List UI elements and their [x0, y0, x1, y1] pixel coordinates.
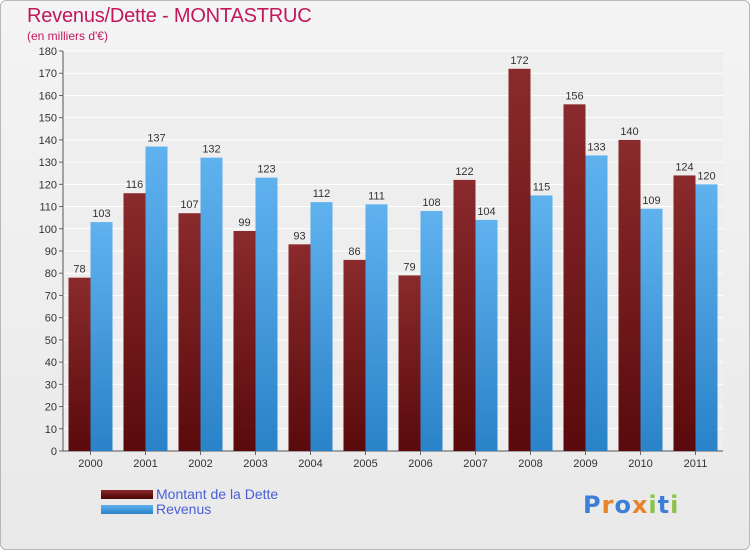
y-tick-label: 70: [45, 290, 57, 302]
x-tick-label: 2007: [463, 458, 487, 470]
y-tick-label: 10: [45, 424, 57, 436]
x-tick-label: 2011: [684, 458, 708, 470]
bar-dette: [618, 139, 641, 451]
bar-dette: [178, 213, 201, 451]
bar-revenus: [420, 211, 443, 451]
logo-letter: P: [583, 491, 602, 519]
data-label-dette: 99: [238, 217, 250, 229]
y-tick-label: 110: [39, 202, 57, 214]
bar-dette: [233, 231, 256, 451]
data-label-revenus: 109: [642, 195, 660, 207]
x-tick-label: 2003: [243, 458, 267, 470]
x-tick-label: 2008: [518, 458, 542, 470]
x-tick-label: 2004: [298, 458, 322, 470]
y-tick-label: 20: [45, 402, 57, 414]
y-tick-label: 60: [45, 313, 57, 325]
y-tick-label: 90: [45, 246, 57, 258]
bar-revenus: [255, 177, 278, 451]
y-tick-label: 160: [39, 90, 57, 102]
data-label-revenus: 137: [147, 133, 165, 145]
data-label-dette: 78: [73, 264, 85, 276]
bar-revenus: [145, 146, 168, 452]
y-tick-label: 180: [39, 46, 57, 58]
data-label-revenus: 111: [368, 190, 385, 202]
data-label-dette: 79: [403, 261, 415, 273]
chart-title: Revenus/Dette - MONTASTRUC: [27, 5, 312, 27]
x-tick-label: 2002: [188, 458, 212, 470]
data-label-dette: 140: [620, 126, 638, 138]
bar-revenus: [585, 155, 608, 451]
y-tick-label: 140: [39, 135, 57, 147]
y-tick-label: 0: [51, 446, 57, 458]
bar-dette: [563, 104, 586, 451]
y-tick-label: 50: [45, 335, 57, 347]
bar-revenus: [530, 195, 553, 451]
y-tick-label: 40: [45, 357, 57, 369]
data-label-revenus: 115: [533, 181, 551, 193]
data-label-revenus: 132: [202, 144, 220, 156]
y-tick-label: 130: [39, 157, 57, 169]
x-tick-label: 2005: [353, 458, 377, 470]
data-label-dette: 156: [565, 90, 583, 102]
data-label-dette: 124: [675, 161, 693, 173]
x-tick-label: 2010: [628, 458, 652, 470]
logo-letter: r: [601, 491, 615, 519]
y-tick-label: 30: [45, 379, 57, 391]
bar-dette: [288, 244, 311, 451]
legend-label-dette: Montant de la Dette: [156, 486, 279, 502]
logo-letter: i: [648, 491, 658, 519]
bar-revenus: [475, 219, 498, 451]
legend-swatch-dette: [101, 490, 153, 499]
data-label-dette: 93: [293, 230, 305, 242]
y-tick-label: 100: [39, 224, 57, 236]
bar-revenus: [200, 157, 223, 451]
bar-dette: [123, 193, 146, 451]
proxiti-logo: Proxiti: [583, 491, 679, 519]
y-tick-label: 80: [45, 268, 57, 280]
bar-dette: [673, 175, 696, 451]
y-tick-label: 120: [39, 179, 57, 191]
bar-dette: [398, 275, 421, 451]
bar-revenus: [365, 204, 388, 451]
data-label-dette: 122: [455, 166, 473, 178]
chart-subtitle: (en milliers d'€): [27, 29, 108, 43]
data-label-revenus: 104: [477, 206, 495, 218]
bar-dette: [508, 68, 531, 452]
data-label-revenus: 123: [257, 164, 275, 176]
data-label-revenus: 112: [313, 188, 331, 200]
data-label-dette: 172: [510, 55, 528, 67]
bar-dette: [343, 259, 366, 451]
data-label-revenus: 120: [697, 170, 715, 182]
x-tick-label: 2000: [78, 458, 102, 470]
bar-revenus: [695, 184, 718, 452]
bar-dette: [453, 179, 476, 451]
x-tick-label: 2006: [408, 458, 432, 470]
legend-swatch-revenus: [101, 505, 153, 514]
bar-revenus: [90, 222, 113, 451]
x-tick-label: 2009: [573, 458, 597, 470]
logo-letter: t: [657, 491, 671, 519]
data-label-revenus: 103: [92, 208, 110, 220]
y-tick-label: 150: [39, 113, 57, 125]
logo-letter: i: [670, 491, 680, 519]
bar-revenus: [310, 202, 333, 451]
x-tick-label: 2001: [133, 458, 157, 470]
data-label-dette: 86: [348, 246, 360, 258]
legend-label-revenus: Revenus: [156, 501, 212, 517]
bar-dette: [68, 277, 91, 451]
data-label-dette: 116: [126, 179, 144, 191]
data-label-revenus: 108: [422, 197, 440, 209]
logo-letter: o: [614, 491, 632, 519]
bar-revenus: [640, 208, 663, 451]
data-label-revenus: 133: [587, 141, 605, 153]
y-tick-label: 170: [39, 68, 57, 80]
logo-letter: x: [631, 491, 649, 519]
data-label-dette: 107: [180, 199, 198, 211]
